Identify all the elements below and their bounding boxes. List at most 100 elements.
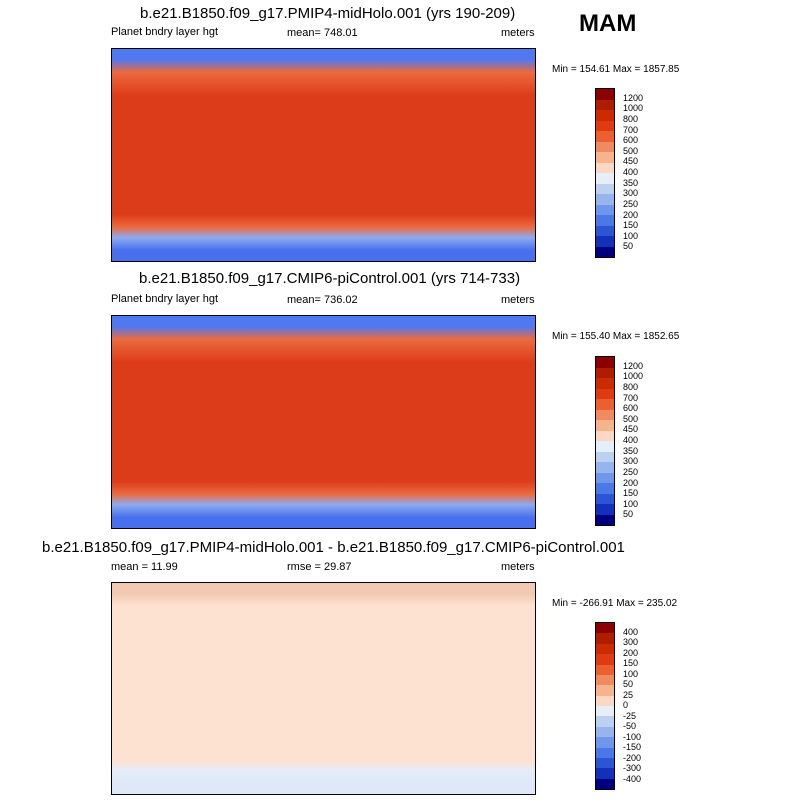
colorbar-swatch (596, 215, 614, 226)
colorbar-label: -400 (623, 773, 642, 784)
colorbar-swatch (596, 430, 614, 441)
colorbar-label: 800 (623, 113, 639, 124)
colorbar-swatch (596, 716, 614, 727)
panel-3-minmax: Min = -266.91 Max = 235.02 (552, 598, 678, 609)
colorbar-swatch (596, 409, 614, 420)
colorbar-swatch (596, 451, 614, 462)
colorbar-label: 350 (623, 177, 639, 188)
colorbar-swatch (596, 110, 614, 121)
panel-1-mean-label: mean= 748.01 (287, 27, 358, 39)
colorbar-swatch (596, 643, 614, 655)
colorbar-swatch (596, 623, 614, 634)
colorbar-swatch (596, 173, 614, 184)
colorbar-swatch (596, 747, 614, 758)
colorbar-swatch (596, 399, 614, 410)
colorbar-label: 150 (623, 220, 639, 231)
colorbar-label: 200 (623, 209, 639, 220)
colorbar-swatch (596, 131, 614, 142)
colorbar-label: 800 (623, 381, 639, 392)
colorbar-label: 450 (623, 424, 639, 435)
colorbar-swatch (596, 472, 614, 483)
panel-2-variable-label: Planet bndry layer hgt (111, 293, 219, 305)
colorbar-label: 300 (623, 456, 639, 467)
colorbar-label: 50 (623, 509, 634, 520)
colorbar-label: 50 (623, 679, 634, 689)
colorbar-label: 150 (623, 658, 639, 668)
colorbar-label: 200 (623, 477, 639, 488)
colorbar-swatch (596, 441, 614, 452)
colorbar-label: 700 (623, 124, 639, 135)
colorbar-swatch (596, 378, 614, 389)
colorbar-swatch (596, 388, 614, 399)
colorbar-label: 450 (623, 156, 639, 167)
colorbar-label: 350 (623, 445, 639, 456)
colorbar-swatch (596, 204, 614, 215)
colorbar-label: -150 (623, 742, 642, 752)
colorbar-swatch (596, 225, 614, 236)
colorbar-label: 400 (623, 167, 639, 177)
colorbar-swatch (596, 236, 614, 247)
colorbar-swatch (596, 726, 614, 738)
colorbar-swatch (596, 514, 614, 525)
colorbar-swatch (596, 420, 614, 431)
colorbar-swatch (596, 120, 614, 131)
colorbar-label: -300 (623, 763, 642, 773)
colorbar-label: 400 (623, 435, 639, 445)
colorbar-label: 150 (623, 488, 639, 499)
panel-3-mean-label: mean = 11.99 (111, 561, 178, 573)
panel-1-colorbar (595, 88, 615, 258)
colorbar-label: 500 (623, 145, 639, 156)
panel-2-colorbar (595, 356, 615, 526)
colorbar-label: 1000 (623, 371, 644, 382)
colorbar-label: 400 (623, 626, 639, 637)
colorbar-label: 250 (623, 466, 639, 477)
colorbar-swatch (596, 504, 614, 515)
colorbar-label: 300 (623, 637, 639, 647)
colorbar-swatch (596, 152, 614, 163)
panel-1-title: b.e21.B1850.f09_g17.PMIP4-midHolo.001 (y… (140, 5, 516, 22)
colorbar-swatch (596, 695, 614, 706)
colorbar-label: 50 (623, 241, 634, 252)
colorbar-swatch (596, 633, 614, 644)
panel-2-mean-label: mean= 736.02 (287, 294, 358, 306)
panel-3-map (111, 582, 536, 795)
colorbar-label: 100 (623, 230, 639, 241)
colorbar-label: 600 (623, 135, 639, 146)
colorbar-swatch (596, 246, 614, 257)
colorbar-swatch (596, 367, 614, 378)
panel-2-map (111, 315, 536, 529)
panel-2-minmax: Min = 155.40 Max = 1852.65 (552, 331, 680, 342)
panel-1-map (111, 48, 536, 262)
colorbar-label: 1200 (623, 92, 644, 103)
panel-3-title: b.e21.B1850.f09_g17.PMIP4-midHolo.001 - … (42, 539, 625, 556)
colorbar-swatch (596, 664, 614, 675)
panel-3-colorbar (595, 622, 615, 790)
colorbar-swatch (596, 194, 614, 205)
colorbar-swatch (596, 483, 614, 494)
colorbar-swatch (596, 674, 614, 686)
colorbar-label: 300 (623, 188, 639, 199)
colorbar-label: 100 (623, 668, 639, 679)
colorbar-swatch (596, 357, 614, 368)
panel-1-units-label: meters (501, 27, 535, 39)
colorbar-label: 100 (623, 498, 639, 509)
colorbar-swatch (596, 99, 614, 110)
panel-2-units-label: meters (501, 294, 535, 306)
colorbar-swatch (596, 768, 614, 779)
panel-1-variable-label: Planet bndry layer hgt (111, 26, 219, 38)
panel-1-minmax: Min = 154.61 Max = 1857.85 (552, 64, 680, 75)
colorbar-swatch (596, 89, 614, 100)
colorbar-label: -25 (623, 710, 637, 721)
colorbar-label: 1000 (623, 103, 644, 114)
colorbar-label: 0 (623, 700, 629, 710)
colorbar-swatch (596, 685, 614, 696)
colorbar-label: -200 (623, 752, 642, 763)
colorbar-label: 700 (623, 392, 639, 403)
colorbar-label: 500 (623, 413, 639, 424)
colorbar-swatch (596, 654, 614, 665)
colorbar-swatch (596, 493, 614, 504)
colorbar-swatch (596, 162, 614, 173)
colorbar-swatch (596, 183, 614, 194)
colorbar-label: 600 (623, 403, 639, 414)
season-label: MAM (579, 10, 637, 37)
